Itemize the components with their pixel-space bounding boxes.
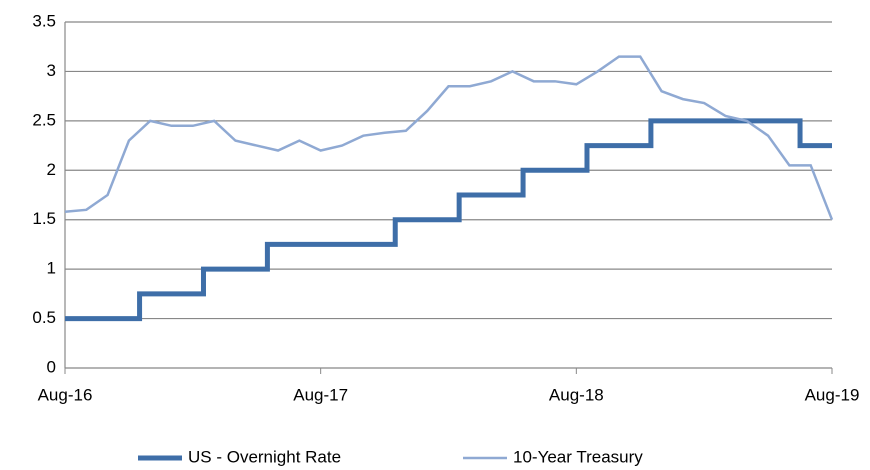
series-line — [65, 118, 832, 322]
y-tick-label: 0.5 — [32, 308, 56, 327]
x-tick-label: Aug-16 — [38, 385, 93, 404]
y-tick-label: 3 — [47, 61, 56, 80]
series-line — [64, 55, 834, 221]
legend-label: US - Overnight Rate — [188, 447, 341, 466]
y-tick-label: 2 — [47, 160, 56, 179]
y-tick-label: 1 — [47, 259, 56, 278]
y-tick-label: 0 — [47, 357, 56, 376]
x-tick-label: Aug-19 — [805, 385, 860, 404]
y-tick-label: 2.5 — [32, 110, 56, 129]
x-tick-label: Aug-18 — [549, 385, 604, 404]
legend-label: 10-Year Treasury — [513, 447, 643, 466]
y-tick-label: 3.5 — [32, 11, 56, 30]
x-tick-label: Aug-17 — [293, 385, 348, 404]
y-tick-label: 1.5 — [32, 209, 56, 228]
